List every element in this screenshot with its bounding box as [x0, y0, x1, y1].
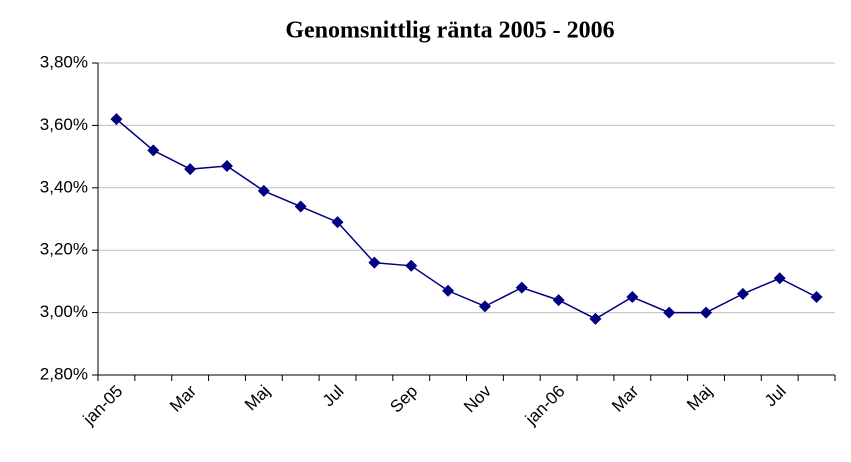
x-tick-label: Sep — [386, 382, 421, 417]
marker — [294, 200, 307, 213]
marker — [184, 163, 197, 176]
x-tick-label: Maj — [241, 382, 274, 415]
x-tick-label: Mar — [166, 381, 200, 415]
marker — [478, 300, 491, 313]
marker — [700, 306, 713, 319]
x-tick-label: jan-06 — [521, 382, 569, 430]
y-tick-label: 2,80% — [40, 364, 88, 383]
marker — [589, 312, 602, 325]
marker — [220, 159, 233, 172]
y-tick-label: 3,20% — [40, 240, 88, 259]
x-tick-label: jan-05 — [79, 382, 127, 430]
marker — [405, 259, 418, 272]
y-tick-label: 3,40% — [40, 177, 88, 196]
x-tick-label: Jul — [761, 382, 790, 411]
marker — [626, 291, 639, 303]
marker — [368, 256, 381, 269]
y-tick-label: 3,00% — [40, 302, 88, 321]
x-tick-label: Maj — [683, 382, 716, 415]
marker — [736, 287, 749, 300]
marker — [663, 306, 676, 319]
marker — [331, 216, 344, 229]
marker — [147, 144, 160, 157]
marker — [257, 184, 270, 197]
marker — [515, 281, 528, 294]
chart-title: Genomsnittlig ränta 2005 - 2006 — [285, 18, 614, 44]
marker — [810, 291, 823, 303]
marker — [552, 294, 565, 307]
x-tick-label: Mar — [608, 381, 642, 415]
marker — [773, 272, 786, 285]
marker — [442, 284, 455, 297]
x-tick-label: Nov — [460, 381, 495, 416]
line — [115, 118, 817, 320]
marker — [110, 113, 123, 126]
y-tick-label: 3,60% — [40, 115, 88, 134]
y-tick-label: 3,80% — [40, 52, 88, 71]
x-tick-label: Jul — [319, 382, 348, 411]
